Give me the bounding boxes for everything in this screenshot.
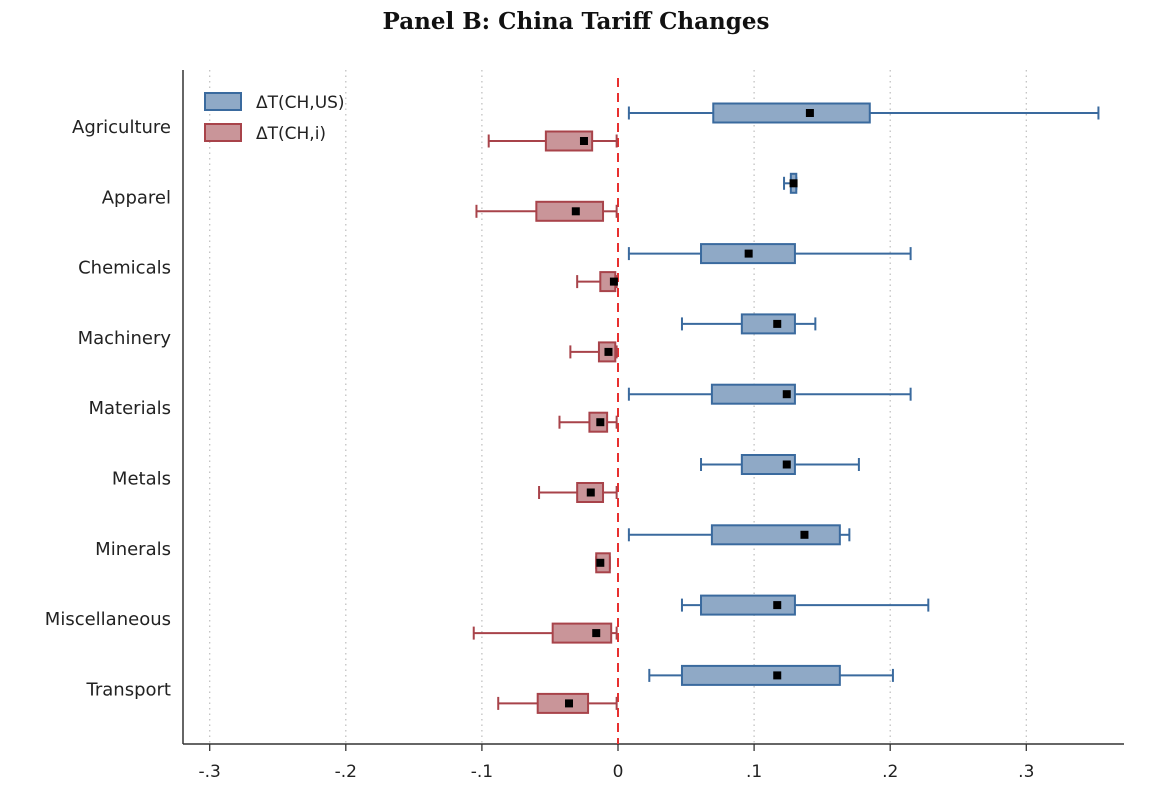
category-label: Minerals (95, 539, 171, 560)
x-tick-label: .1 (746, 762, 762, 782)
median-marker (782, 460, 791, 469)
box-iqr (680, 664, 841, 686)
category-label: Metals (112, 469, 171, 490)
median-marker (805, 109, 814, 117)
box-iqr (740, 454, 796, 475)
category-label: Agriculture (72, 117, 171, 138)
median-marker (586, 488, 595, 497)
x-tick-label: -.1 (471, 762, 493, 782)
gridlines (209, 70, 1027, 744)
median-marker (592, 629, 601, 638)
x-tick-label: -.2 (335, 762, 357, 782)
category-label: Materials (88, 398, 171, 419)
box-plot (627, 243, 912, 265)
chart-title: Panel B: China Tariff Changes (382, 8, 770, 35)
box-iqr (710, 383, 796, 405)
median-marker (596, 418, 605, 427)
median-marker (789, 179, 798, 188)
median-marker (565, 699, 574, 708)
box-plot (497, 692, 618, 714)
boxes (472, 102, 1100, 714)
median-marker (609, 277, 618, 286)
legend: ΔT(CH,US) ΔT(CH,i) (204, 92, 345, 144)
median-marker (782, 390, 791, 399)
x-tick-label: 0 (613, 762, 624, 782)
box-plot (680, 313, 817, 335)
category-label: Apparel (102, 187, 171, 208)
median-marker (773, 319, 782, 328)
box-plot (487, 130, 618, 152)
category-label: Transport (86, 679, 171, 700)
category-label: Miscellaneous (45, 609, 171, 630)
box-plot (576, 271, 618, 293)
category-label: Chemicals (78, 258, 171, 279)
box-plot (680, 594, 930, 616)
box-iqr (536, 692, 590, 714)
median-marker (800, 530, 809, 539)
box-plot (472, 622, 618, 644)
box-plot (627, 102, 1100, 124)
box-iqr (712, 102, 871, 124)
median-marker (773, 671, 782, 680)
median-marker (773, 601, 782, 610)
box-plot (475, 200, 618, 222)
x-tick-label: -.3 (199, 762, 221, 782)
box-plot (783, 172, 798, 194)
box-iqr (700, 594, 796, 616)
box-plot (627, 524, 851, 546)
box-plot (595, 552, 611, 574)
box-plot (569, 341, 618, 363)
x-tick-label: .2 (882, 762, 898, 782)
box-iqr (544, 130, 594, 152)
median-marker (571, 207, 580, 216)
median-marker (744, 249, 753, 258)
legend-swatch (204, 123, 242, 142)
box-iqr (551, 622, 613, 644)
box-plot (558, 411, 618, 433)
median-marker (596, 558, 605, 567)
box-plot (538, 482, 618, 503)
category-labels: Agriculture Apparel Chemicals Machinery Mate… (45, 117, 172, 700)
axes: -.3 -.2 -.1 0 .1 .2 .3 (182, 70, 1124, 782)
box-plot (700, 454, 860, 475)
category-label: Machinery (78, 328, 172, 349)
box-plot (627, 383, 912, 405)
box-plot (648, 664, 894, 686)
median-marker (579, 137, 588, 145)
box-iqr (740, 313, 796, 335)
box-iqr (710, 524, 841, 546)
legend-label: ΔT(CH,i) (256, 124, 326, 144)
median-marker (604, 347, 613, 356)
legend-label: ΔT(CH,US) (256, 93, 345, 113)
box-iqr (535, 200, 605, 222)
x-tick-label: .3 (1018, 762, 1034, 782)
legend-swatch (204, 92, 242, 111)
